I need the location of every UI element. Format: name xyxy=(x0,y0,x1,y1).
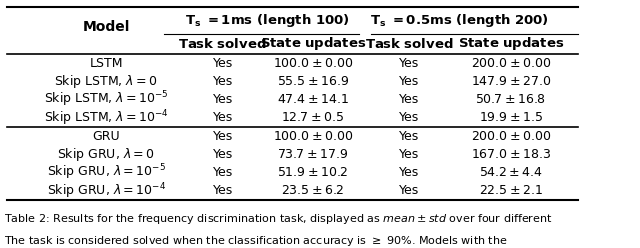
Text: The task is considered solved when the classification accuracy is $\geq$ 90%. Mo: The task is considered solved when the c… xyxy=(4,234,508,248)
Text: LSTM: LSTM xyxy=(90,57,123,70)
Text: Skip GRU, $\lambda = 10^{-5}$: Skip GRU, $\lambda = 10^{-5}$ xyxy=(47,163,166,182)
Text: Yes: Yes xyxy=(212,93,233,106)
Text: Yes: Yes xyxy=(399,184,419,197)
Text: $\bf{Task\ solved}$: $\bf{Task\ solved}$ xyxy=(179,37,267,51)
Text: Skip LSTM, $\lambda = 10^{-4}$: Skip LSTM, $\lambda = 10^{-4}$ xyxy=(44,108,169,128)
Text: Yes: Yes xyxy=(399,93,419,106)
Text: $147.9 \pm 27.0$: $147.9 \pm 27.0$ xyxy=(471,75,551,88)
Text: Skip LSTM, $\lambda = 0$: Skip LSTM, $\lambda = 0$ xyxy=(54,73,158,90)
Text: Skip LSTM, $\lambda = 10^{-5}$: Skip LSTM, $\lambda = 10^{-5}$ xyxy=(44,90,168,109)
Text: $23.5 \pm 6.2$: $23.5 \pm 6.2$ xyxy=(282,184,344,197)
Text: Yes: Yes xyxy=(399,130,419,143)
Text: Table 2: Results for the frequency discrimination task, displayed as $mean \pm s: Table 2: Results for the frequency discr… xyxy=(4,212,553,226)
Text: $167.0 \pm 18.3$: $167.0 \pm 18.3$ xyxy=(471,148,551,161)
Text: $22.5 \pm 2.1$: $22.5 \pm 2.1$ xyxy=(479,184,543,197)
Text: $100.0 \pm 0.00$: $100.0 \pm 0.00$ xyxy=(273,57,353,70)
Text: $200.0 \pm 0.00$: $200.0 \pm 0.00$ xyxy=(471,57,551,70)
Text: $\mathbf{T_s}$ $\mathbf{= 0.5ms}$ $\mathbf{(length\ 200)}$: $\mathbf{T_s}$ $\mathbf{= 0.5ms}$ $\math… xyxy=(371,12,549,29)
Text: Yes: Yes xyxy=(212,166,233,179)
Text: Yes: Yes xyxy=(212,184,233,197)
Text: Skip GRU, $\lambda = 0$: Skip GRU, $\lambda = 0$ xyxy=(57,146,155,163)
Text: Yes: Yes xyxy=(399,75,419,88)
Text: Skip GRU, $\lambda = 10^{-4}$: Skip GRU, $\lambda = 10^{-4}$ xyxy=(47,181,166,201)
Text: $\bf{State\ updates}$: $\bf{State\ updates}$ xyxy=(260,35,366,52)
Text: Yes: Yes xyxy=(212,148,233,161)
Text: Yes: Yes xyxy=(399,166,419,179)
Text: $73.7 \pm 17.9$: $73.7 \pm 17.9$ xyxy=(277,148,348,161)
Text: Yes: Yes xyxy=(212,130,233,143)
Text: Yes: Yes xyxy=(212,111,233,124)
Text: $47.4 \pm 14.1$: $47.4 \pm 14.1$ xyxy=(277,93,349,106)
Text: Yes: Yes xyxy=(399,148,419,161)
Text: $50.7 \pm 16.8$: $50.7 \pm 16.8$ xyxy=(476,93,547,106)
Text: $\mathbf{T_s}$ $\mathbf{= 1ms}$ $\mathbf{(length\ 100)}$: $\mathbf{T_s}$ $\mathbf{= 1ms}$ $\mathbf… xyxy=(186,12,350,29)
Text: $\bf{Task\ solved}$: $\bf{Task\ solved}$ xyxy=(365,37,453,51)
Text: $55.5 \pm 16.9$: $55.5 \pm 16.9$ xyxy=(277,75,349,88)
Text: Yes: Yes xyxy=(212,75,233,88)
Text: $54.2 \pm 4.4$: $54.2 \pm 4.4$ xyxy=(479,166,543,179)
Text: Model: Model xyxy=(83,20,130,34)
Text: Yes: Yes xyxy=(399,57,419,70)
Text: Yes: Yes xyxy=(399,111,419,124)
Text: $200.0 \pm 0.00$: $200.0 \pm 0.00$ xyxy=(471,130,551,143)
Text: GRU: GRU xyxy=(92,130,120,143)
Text: Yes: Yes xyxy=(212,57,233,70)
Text: $51.9 \pm 10.2$: $51.9 \pm 10.2$ xyxy=(277,166,348,179)
Text: $12.7 \pm 0.5$: $12.7 \pm 0.5$ xyxy=(282,111,344,124)
Text: $\bf{State\ updates}$: $\bf{State\ updates}$ xyxy=(458,35,564,52)
Text: $19.9 \pm 1.5$: $19.9 \pm 1.5$ xyxy=(479,111,543,124)
Text: $100.0 \pm 0.00$: $100.0 \pm 0.00$ xyxy=(273,130,353,143)
